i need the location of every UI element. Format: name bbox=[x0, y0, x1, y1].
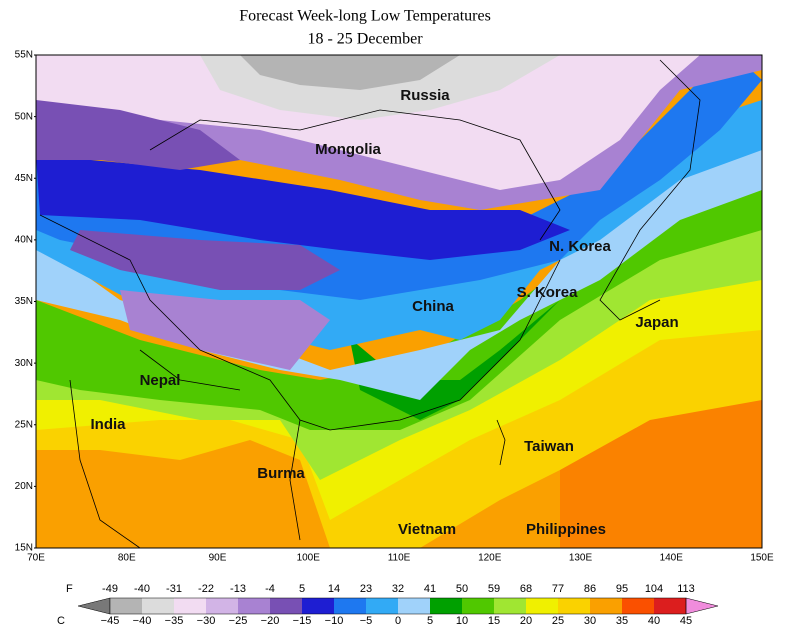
colorbar-f-label: 23 bbox=[360, 583, 372, 595]
colorbar-f-label: 32 bbox=[392, 583, 404, 595]
region-label: Japan bbox=[635, 314, 678, 331]
colorbar-c-label: −10 bbox=[325, 615, 344, 627]
colorbar-frame bbox=[109, 597, 687, 615]
lon-label: 90E bbox=[209, 553, 227, 564]
colorbar-c-label: 45 bbox=[680, 615, 692, 627]
colorbar-f-label: 5 bbox=[299, 583, 305, 595]
colorbar-c-label: −25 bbox=[229, 615, 248, 627]
colorbar-c-label: 5 bbox=[427, 615, 433, 627]
lat-label: 20N bbox=[15, 481, 33, 492]
colorbar-swatch bbox=[526, 598, 558, 614]
colorbar-swatch bbox=[334, 598, 366, 614]
colorbar-c-label: −35 bbox=[165, 615, 184, 627]
region-label: N. Korea bbox=[549, 238, 611, 255]
lon-label: 80E bbox=[118, 553, 136, 564]
lat-label: 50N bbox=[15, 111, 33, 122]
region-label: Vietnam bbox=[398, 521, 456, 538]
colorbar-f-label: 104 bbox=[645, 583, 663, 595]
colorbar-c-label: −20 bbox=[261, 615, 280, 627]
colorbar-c-label: 20 bbox=[520, 615, 532, 627]
colorbar-swatch bbox=[654, 598, 686, 614]
title: Forecast Week-long Low Temperatures bbox=[239, 8, 491, 25]
colorbar-swatch bbox=[142, 598, 174, 614]
region-label: S. Korea bbox=[517, 284, 579, 301]
colorbar-swatch bbox=[558, 598, 590, 614]
colorbar-c-label: −5 bbox=[360, 615, 373, 627]
colorbar-swatch bbox=[366, 598, 398, 614]
lon-label: 100E bbox=[297, 553, 321, 564]
colorbar-swatch bbox=[302, 598, 334, 614]
region-label: Mongolia bbox=[315, 141, 381, 158]
colorbar-f-label: 14 bbox=[328, 583, 340, 595]
colorbar-f-label: -13 bbox=[230, 583, 246, 595]
colorbar-c-label: −15 bbox=[293, 615, 312, 627]
lon-label: 130E bbox=[569, 553, 593, 564]
lat-label: 40N bbox=[15, 235, 33, 246]
colorbar-f-label: -22 bbox=[198, 583, 214, 595]
colorbar-swatch bbox=[590, 598, 622, 614]
colorbar-c-label: −40 bbox=[133, 615, 152, 627]
colorbar-f-label: 68 bbox=[520, 583, 532, 595]
colorbar-f-label: 113 bbox=[677, 583, 695, 595]
colorbar-c-label: 10 bbox=[456, 615, 468, 627]
colorbar-c-label: −30 bbox=[197, 615, 216, 627]
colorbar-swatch bbox=[270, 598, 302, 614]
colorbar-swatch bbox=[398, 598, 430, 614]
colorbar-c-label: 40 bbox=[648, 615, 660, 627]
colorbar-c-label: −45 bbox=[101, 615, 120, 627]
lat-label: 35N bbox=[15, 296, 33, 307]
colorbar-c-label: 15 bbox=[488, 615, 500, 627]
lon-label: 140E bbox=[660, 553, 684, 564]
lat-label: 30N bbox=[15, 358, 33, 369]
colorbar-f-label: 50 bbox=[456, 583, 468, 595]
colorbar-swatch bbox=[494, 598, 526, 614]
colorbar-c-label: 30 bbox=[584, 615, 596, 627]
region-label: Nepal bbox=[140, 372, 181, 389]
colorbar-f-label: 41 bbox=[424, 583, 436, 595]
region-label: Russia bbox=[400, 87, 450, 104]
region-label: China bbox=[412, 298, 454, 315]
lon-label: 150E bbox=[750, 553, 774, 564]
borders bbox=[39, 59, 701, 549]
colorbar-f-label: 95 bbox=[616, 583, 628, 595]
lat-label: 45N bbox=[15, 173, 33, 184]
colorbar-f-label: 77 bbox=[552, 583, 564, 595]
lon-label: 110E bbox=[388, 553, 411, 564]
colorbar-f-label: -31 bbox=[166, 583, 182, 595]
colorbar-swatch bbox=[430, 598, 462, 614]
colorbar-f-label: 59 bbox=[488, 583, 500, 595]
colorbar-swatch bbox=[206, 598, 238, 614]
colorbar-c-unit: C bbox=[57, 615, 65, 627]
region-label: Philippines bbox=[526, 521, 606, 538]
colorbar-f-label: 86 bbox=[584, 583, 596, 595]
colorbar-low-arrow bbox=[77, 597, 111, 615]
colorbar-swatch bbox=[110, 598, 142, 614]
temperature-map bbox=[36, 55, 762, 548]
lat-label: 55N bbox=[15, 50, 33, 61]
colorbar-c-label: 0 bbox=[395, 615, 401, 627]
colorbar-swatch bbox=[238, 598, 270, 614]
lat-label: 25N bbox=[15, 419, 33, 430]
region-label: India bbox=[90, 416, 126, 433]
colorbar-swatch bbox=[622, 598, 654, 614]
colorbar-c-label: 35 bbox=[616, 615, 628, 627]
colorbar-swatch bbox=[462, 598, 494, 614]
lon-label: 120E bbox=[478, 553, 502, 564]
colorbar-f-label: -4 bbox=[265, 583, 275, 595]
colorbar-f-label: -49 bbox=[102, 583, 118, 595]
region-label: Taiwan bbox=[524, 438, 574, 455]
lat-label: 15N bbox=[15, 543, 33, 554]
region-label: Burma bbox=[257, 465, 305, 482]
lon-label: 70E bbox=[27, 553, 45, 564]
colorbar-c-label: 25 bbox=[552, 615, 564, 627]
colorbar-f-unit: F bbox=[66, 583, 73, 595]
colorbar-f-label: -40 bbox=[134, 583, 150, 595]
subtitle: 18 - 25 December bbox=[307, 31, 423, 48]
colorbar-swatch bbox=[174, 598, 206, 614]
colorbar-high-arrow bbox=[685, 597, 719, 615]
